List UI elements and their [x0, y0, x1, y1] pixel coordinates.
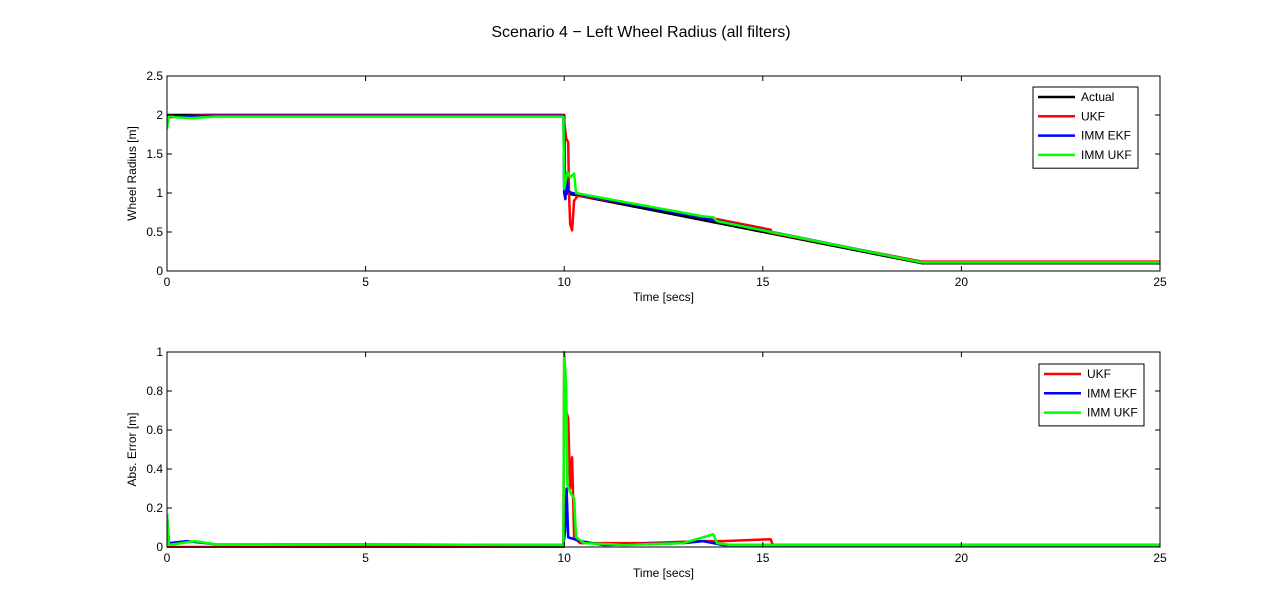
chart-1-y-tick-label: 0.8 — [146, 384, 163, 398]
chart-1-y-tick-label: 0.6 — [146, 423, 163, 437]
chart-1-x-tick-label: 5 — [362, 551, 369, 565]
chart-1-x-tick-label: 20 — [955, 551, 969, 565]
chart-0-x-tick-label: 10 — [558, 275, 572, 289]
chart-0-y-tick-label: 0 — [156, 264, 163, 278]
chart-1-legend-label-imm-ekf: IMM EKF — [1087, 386, 1137, 400]
chart-0-legend-label-actual: Actual — [1081, 90, 1114, 104]
chart-0-y-axis-label: Wheel Radius [m] — [125, 126, 139, 221]
chart-1-legend-label-ukf: UKF — [1087, 367, 1111, 381]
chart-1-y-axis-label: Abs. Error [m] — [125, 412, 139, 486]
chart-1-series-imm-ekf — [167, 487, 1160, 547]
chart-1-x-tick-label: 0 — [164, 551, 171, 565]
chart-1-x-axis-label: Time [secs] — [633, 566, 694, 580]
chart-1-series-ukf — [167, 351, 1160, 548]
chart-0-x-tick-label: 20 — [955, 275, 969, 289]
chart-0-y-tick-label: 1.5 — [146, 147, 163, 161]
chart-1-y-tick-label: 1 — [156, 345, 163, 359]
chart-0-series-ukf — [167, 113, 1160, 263]
chart-0-series-imm-ukf — [167, 114, 1160, 264]
chart-0-y-tick-label: 2 — [156, 108, 163, 122]
chart-0-y-tick-label: 2.5 — [146, 69, 163, 83]
chart-1-axes-box — [166, 351, 1161, 548]
chart-0-x-tick-label: 5 — [362, 275, 369, 289]
chart-0-axes-box — [166, 75, 1161, 272]
chart-1-x-tick-label: 25 — [1153, 551, 1167, 565]
chart-0-x-axis-label: Time [secs] — [633, 290, 694, 304]
chart-0-legend-label-imm-ekf: IMM EKF — [1081, 129, 1131, 143]
chart-0-x-tick-label: 25 — [1153, 275, 1167, 289]
chart-0-legend: Actual UKF IMM EKF IMM UKF — [1032, 86, 1139, 169]
chart-0-y-tick-label: 0.5 — [146, 225, 163, 239]
chart-0-series-actual — [167, 113, 1160, 265]
figure-title: Scenario 4 − Left Wheel Radius (all filt… — [491, 24, 790, 41]
chart-0-legend-label-ukf: UKF — [1081, 109, 1105, 123]
chart-0-legend-label-imm-ukf: IMM UKF — [1081, 148, 1132, 162]
chart-1-series-imm-ukf — [167, 351, 1160, 547]
chart-1-legend-label-imm-ukf: IMM UKF — [1087, 406, 1138, 420]
chart-1-y-tick-label: 0.2 — [146, 501, 163, 515]
chart-1-legend: UKF IMM EKF IMM UKF — [1038, 363, 1145, 427]
chart-0-x-tick-label: 0 — [164, 275, 171, 289]
chart-1-x-tick-label: 15 — [756, 551, 770, 565]
error-plot: 0 5 10 15 20 25 0 0.2 0.4 0.6 0.8 1 Time [secs] Abs. … — [125, 345, 1167, 580]
chart-0-x-tick-label: 15 — [756, 275, 770, 289]
radius-plot: 0 5 10 15 20 25 0 0.5 1 1.5 2 2.5 Time [secs] Wheel R… — [125, 69, 1167, 304]
chart-1-y-tick-label: 0.4 — [146, 462, 163, 476]
chart-0-series-imm-ekf — [167, 114, 1160, 264]
chart-1-y-tick-label: 0 — [156, 540, 163, 554]
chart-1-x-tick-label: 10 — [558, 551, 572, 565]
chart-0-y-tick-label: 1 — [156, 186, 163, 200]
